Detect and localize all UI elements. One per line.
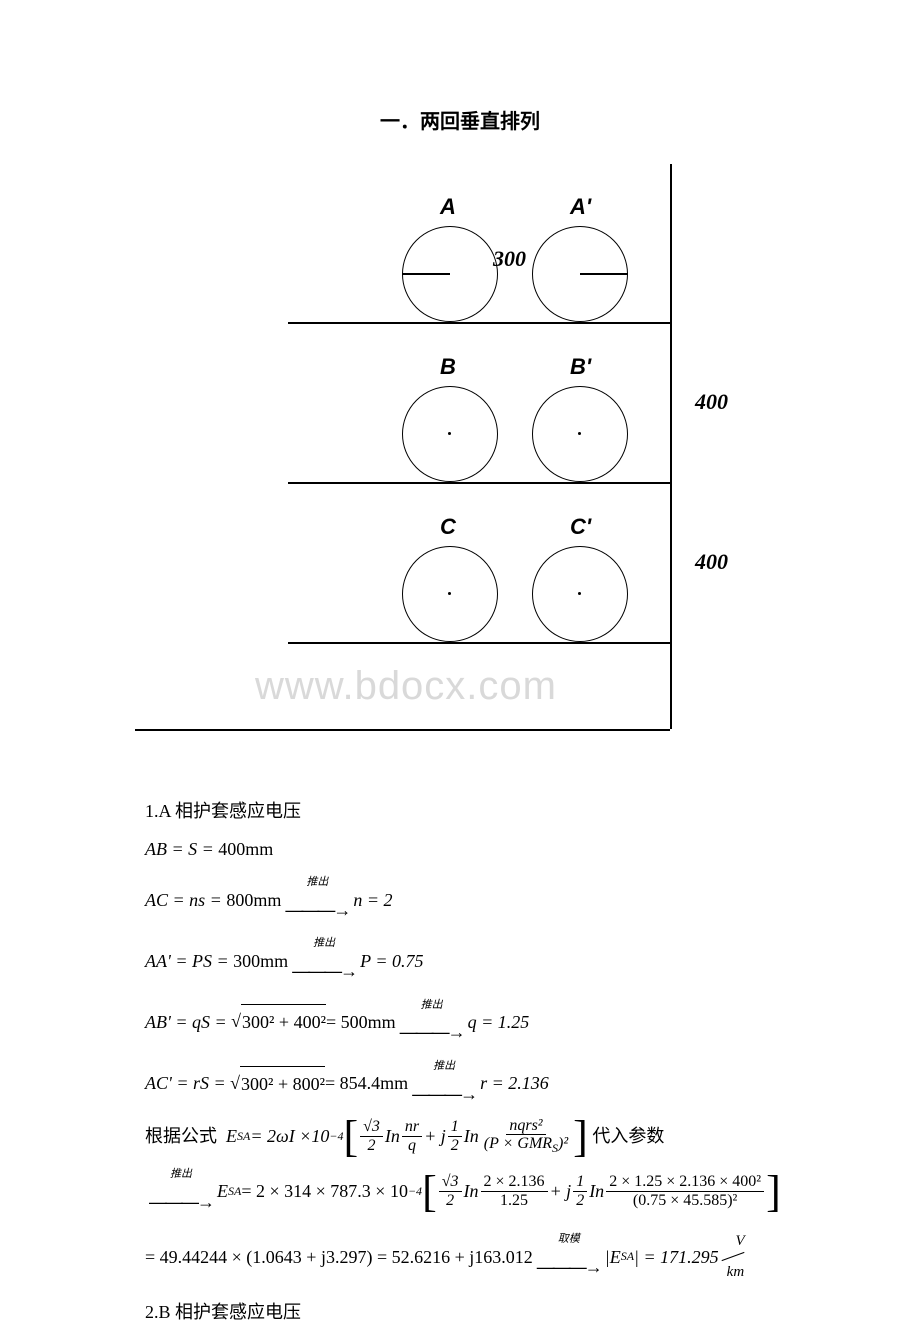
eq5-sqrt: 300² + 800² (240, 1066, 325, 1101)
formula-result: = 49.44244 × (1.0643 + j3.297) = 52.6216… (145, 1227, 920, 1287)
formula-prefix: 根据公式 (145, 1119, 217, 1153)
center-b (448, 432, 451, 435)
eq2-lhs: AC = ns = (145, 883, 222, 917)
content-section: 1.A 相护套感应电压 AB = S = 400mm AC = ns = 800… (145, 794, 920, 1329)
right-border-line (670, 164, 672, 729)
eq-aa-prime: AA' = PS = 300mm 推出 ———→ P = 0.75 (145, 933, 920, 988)
section-2-heading: 2.B 相护套感应电压 (145, 1295, 920, 1329)
row-line-1 (288, 322, 670, 324)
bottom-border-line (135, 729, 670, 731)
eq4-rhs: q = 1.25 (468, 1005, 530, 1039)
eq1-lhs: AB = S = (145, 832, 214, 866)
row-line-3 (288, 642, 670, 644)
eq3-rhs: P = 0.75 (360, 944, 423, 978)
label-c: C (440, 514, 456, 540)
arrow-icon: 推出 ———→ (285, 872, 349, 927)
eq5-rhs: r = 2.136 (480, 1066, 549, 1100)
formula-main: 根据公式 ESA = 2ωI ×10−4 [ √32 In nrq + j 12… (145, 1117, 920, 1156)
dim-300: 300 (493, 246, 526, 272)
eq5-mid: = 854.4mm (325, 1066, 408, 1100)
eq3-val: 300mm (233, 944, 288, 978)
eq4-sqrt: 300² + 400² (241, 1004, 326, 1039)
watermark: www.bdocx.com (255, 664, 557, 709)
label-b: B (440, 354, 456, 380)
dim-400-row2: 400 (695, 389, 728, 415)
cable-arrangement-diagram: A A' 300 B B' 400 C C' 400 www.bdocx.com (280, 164, 840, 764)
eq-ac-prime: AC' = rS = √300² + 800² = 854.4mm 推出 ———… (145, 1056, 920, 1111)
eq4-lhs: AB' = qS = (145, 1005, 227, 1039)
arrow-icon: 推出 ———→ (400, 995, 464, 1050)
arrow-icon: 推出 ———→ (292, 933, 356, 988)
eq-ab-prime: AB' = qS = √300² + 400² = 500mm 推出 ———→ … (145, 995, 920, 1050)
eq4-mid: = 500mm (326, 1005, 396, 1039)
radius-a-prime (580, 273, 628, 275)
page-title: 一．两回垂直排列 (0, 0, 920, 144)
center-b-prime (578, 432, 581, 435)
eq-ac: AC = ns = 800mm 推出 ———→ n = 2 (145, 872, 920, 927)
center-c-prime (578, 592, 581, 595)
eq2-rhs: n = 2 (353, 883, 392, 917)
label-a: A (440, 194, 456, 220)
formula-suffix: 代入参数 (592, 1119, 664, 1153)
center-c (448, 592, 451, 595)
eq5-lhs: AC' = rS = (145, 1066, 226, 1100)
formula-substitution: 推出 ———→ ESA = 2 × 314 × 787.3 × 10−4 [ √… (145, 1164, 920, 1219)
result-part1: = 49.44244 × (1.0643 + j3.297) = 52.6216… (145, 1240, 533, 1274)
label-a-prime: A' (570, 194, 591, 220)
section-1-heading: 1.A 相护套感应电压 (145, 794, 920, 828)
arrow-icon: 推出 ———→ (149, 1164, 213, 1219)
eq3-lhs: AA' = PS = (145, 944, 229, 978)
radius-a (402, 273, 450, 275)
arrow-icon: 取模 ———→ (537, 1229, 601, 1284)
label-b-prime: B' (570, 354, 591, 380)
row-line-2 (288, 482, 670, 484)
arrow-icon: 推出 ———→ (412, 1056, 476, 1111)
eq-ab: AB = S = 400mm (145, 832, 920, 866)
dim-400-row3: 400 (695, 549, 728, 575)
eq2-val: 800mm (226, 883, 281, 917)
eq1-val: 400mm (218, 832, 273, 866)
label-c-prime: C' (570, 514, 591, 540)
